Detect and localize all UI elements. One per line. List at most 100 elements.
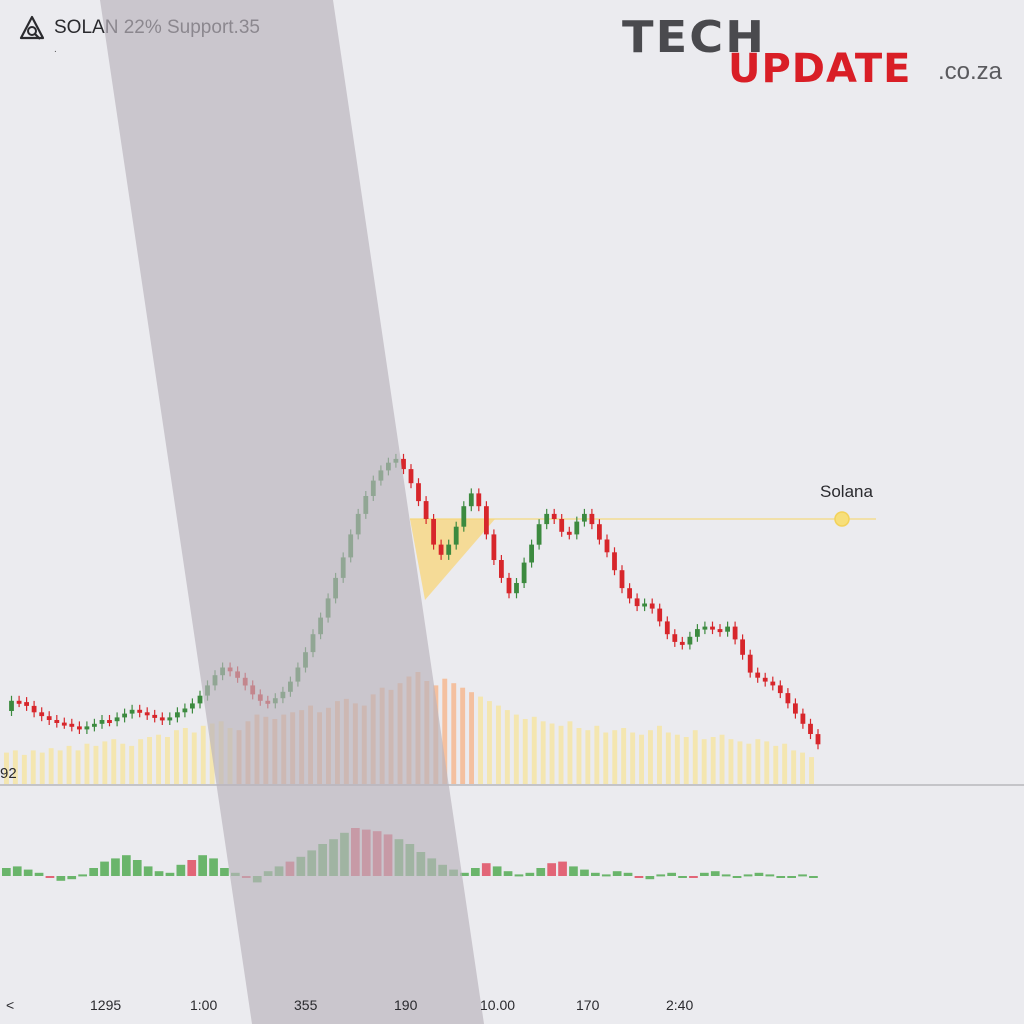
macd-bar: [78, 874, 87, 877]
volume-bar: [147, 737, 152, 784]
candle-body: [24, 702, 29, 706]
candle-body: [544, 513, 550, 525]
volume-bar: [111, 739, 117, 784]
volume-bar: [4, 752, 9, 784]
logo-update-text: UPDATE: [728, 46, 912, 92]
candle-body: [453, 526, 459, 545]
macd-bar: [503, 871, 513, 876]
candle-body: [84, 726, 90, 730]
macd-bar: [187, 860, 197, 876]
candle-body: [582, 513, 587, 522]
x-tick-label: <: [6, 997, 14, 1013]
candle-body: [710, 626, 715, 630]
candle-body: [182, 708, 188, 713]
volume-bar: [48, 748, 54, 784]
macd-bar: [536, 868, 546, 876]
candle-body: [762, 677, 768, 682]
candle-body: [755, 672, 761, 678]
macd-bar: [209, 858, 218, 876]
macd-bar: [492, 866, 502, 876]
candle-body: [152, 714, 158, 718]
macd-bar: [689, 876, 698, 878]
candle-body: [499, 560, 504, 578]
candle-body: [61, 722, 67, 726]
x-tick-label: 355: [294, 997, 318, 1013]
candle-body: [31, 705, 37, 713]
candle-body: [506, 577, 512, 594]
macd-bar: [809, 876, 818, 878]
macd-bar: [634, 876, 644, 878]
candle-body: [159, 717, 165, 721]
volume-bar: [30, 750, 36, 784]
volume-bar: [612, 730, 618, 784]
macd-bar: [514, 874, 524, 877]
candle-body: [446, 544, 452, 555]
macd-bar: [154, 871, 164, 876]
macd-bar: [67, 876, 77, 880]
volume-bar: [549, 723, 555, 784]
candle-body: [589, 513, 595, 525]
candle-body: [431, 519, 436, 545]
x-tick-label: 2:40: [666, 997, 693, 1013]
candle-body: [664, 621, 670, 635]
volume-bar: [800, 752, 805, 784]
candle-body: [679, 641, 685, 645]
macd-bar: [220, 868, 229, 876]
candle-body: [197, 695, 203, 704]
price-axis-label: 92: [0, 765, 17, 782]
candle-body: [69, 723, 75, 727]
volume-bar: [442, 678, 448, 784]
volume-bar: [93, 745, 99, 784]
macd-bar: [667, 872, 676, 876]
macd-bar: [645, 876, 655, 880]
logo-tld-text: .co.za: [938, 58, 1003, 85]
volume-bar: [66, 745, 72, 784]
macd-bar: [89, 868, 98, 876]
volume-bar: [120, 743, 126, 784]
macd-bar: [23, 869, 33, 876]
x-tick-label: 190: [394, 997, 418, 1013]
triangle-pattern: [410, 519, 495, 600]
candle-body: [54, 720, 60, 723]
candle-body: [144, 712, 150, 716]
volume-bar: [487, 701, 492, 784]
alert-triangle-icon[interactable]: [18, 14, 46, 42]
macd-bar: [678, 876, 687, 878]
candle-body: [129, 709, 135, 714]
volume-bar: [710, 737, 716, 784]
x-tick-label: 170: [576, 997, 600, 1013]
volume-bar: [630, 732, 636, 784]
volume-bar: [567, 721, 573, 784]
macd-bar: [558, 861, 567, 876]
x-tick-label: 1:00: [190, 997, 217, 1013]
candle-body: [800, 713, 806, 724]
candle-body: [476, 493, 482, 507]
macd-bar: [787, 876, 796, 878]
macd-bar: [471, 868, 480, 876]
volume-bar: [603, 732, 609, 784]
candle-body: [468, 493, 474, 507]
macd-bar: [798, 874, 807, 877]
candle-body: [167, 717, 173, 721]
volume-bar: [782, 743, 788, 784]
volume-bar: [558, 725, 564, 784]
candle-body: [77, 726, 82, 730]
macd-bar: [56, 876, 66, 881]
candle-body: [793, 703, 798, 714]
candle-body: [687, 636, 693, 645]
volume-bar: [478, 696, 483, 784]
macd-bar: [700, 872, 709, 876]
volume-bar: [683, 737, 689, 784]
volume-bar: [594, 725, 600, 784]
candle-body: [702, 626, 708, 630]
candle-body: [46, 716, 52, 720]
candle-body: [401, 458, 406, 470]
candle-body: [725, 626, 730, 632]
volume-bar: [451, 683, 457, 784]
candle-body: [597, 524, 602, 540]
candle-body: [16, 700, 22, 704]
volume-bar: [460, 687, 466, 784]
candle-body: [619, 570, 625, 589]
volume-bar: [138, 739, 144, 784]
macd-bar: [765, 874, 775, 877]
